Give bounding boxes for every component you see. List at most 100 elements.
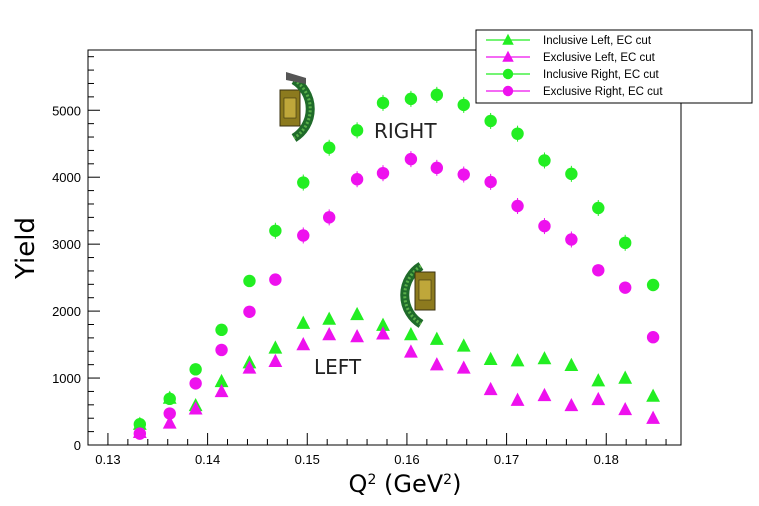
x-tick-label: 0.18	[594, 452, 619, 467]
data-point	[646, 410, 660, 424]
data-point	[456, 338, 471, 352]
data-point	[510, 353, 525, 367]
data-point	[618, 281, 632, 294]
data-point	[537, 387, 552, 402]
legend-entry: Inclusive Right, EC cut	[486, 68, 659, 81]
data-point	[215, 323, 228, 337]
series-4	[133, 151, 660, 440]
y-tick-label: 4000	[52, 170, 81, 185]
data-point	[296, 315, 311, 329]
data-point	[646, 278, 660, 292]
data-point	[163, 407, 176, 420]
data-point	[591, 391, 606, 406]
data-point	[564, 357, 579, 372]
data-point	[350, 328, 364, 343]
y-tick-label: 1000	[52, 371, 81, 386]
data-point	[350, 173, 364, 186]
data-point	[215, 343, 228, 357]
data-point	[404, 344, 418, 358]
data-point	[618, 401, 633, 416]
data-point	[268, 353, 283, 367]
plot-area-frame	[87, 49, 682, 446]
annotation-right: RIGHT	[374, 119, 437, 143]
data-point	[404, 92, 418, 106]
data-point	[214, 383, 229, 398]
detector-icon-left	[400, 262, 436, 328]
data-point	[429, 331, 444, 345]
data-point	[511, 199, 524, 213]
data-point	[322, 311, 337, 325]
data-point	[322, 326, 337, 341]
data-point	[296, 337, 311, 351]
data-point	[350, 124, 364, 137]
data-point	[133, 418, 147, 431]
data-point	[592, 201, 605, 215]
legend-marker	[502, 50, 514, 62]
data-point	[269, 273, 282, 286]
axis-ticks	[87, 56, 667, 446]
series-2	[132, 326, 660, 438]
data-point	[564, 397, 579, 412]
legend-label: Exclusive Right, EC cut	[543, 86, 663, 98]
legend-marker	[502, 85, 514, 97]
data-point	[484, 114, 497, 128]
x-tick-label: 0.14	[195, 452, 220, 467]
data-point	[350, 306, 364, 321]
data-point	[538, 154, 551, 167]
data-point	[133, 427, 147, 440]
legend-label: Inclusive Right, EC cut	[543, 69, 659, 81]
data-point	[188, 401, 203, 415]
legend-entry: Exclusive Right, EC cut	[486, 85, 663, 98]
data-point	[189, 377, 202, 390]
data-point	[429, 357, 444, 371]
data-point	[483, 381, 498, 396]
data-point	[163, 392, 176, 406]
data-point	[618, 236, 632, 250]
data-point	[457, 168, 470, 181]
data-point	[538, 219, 551, 233]
detector-icon-right	[279, 72, 315, 142]
data-point	[430, 161, 444, 175]
x-tick-label: 0.13	[95, 452, 120, 467]
data-point	[537, 351, 552, 365]
data-point	[404, 152, 418, 166]
legend: Inclusive Left, EC cut Exclusive Left, EC…	[475, 29, 753, 104]
data-point	[510, 392, 525, 406]
data-point	[376, 166, 390, 180]
data-point	[591, 373, 606, 387]
x-axis-title: Q2 (GeV2)	[349, 470, 462, 498]
data-point	[376, 326, 390, 340]
y-tick-label: 5000	[52, 103, 81, 118]
data-point	[322, 141, 336, 154]
data-point	[646, 331, 660, 344]
data-point	[646, 388, 660, 402]
data-point	[376, 317, 390, 331]
legend-marker	[502, 33, 514, 45]
data-point	[243, 305, 256, 318]
data-point	[162, 415, 177, 429]
legend-entry: Inclusive Left, EC cut	[486, 33, 652, 47]
y-tick-label: 2000	[52, 304, 81, 319]
data-point	[456, 360, 471, 374]
y-axis-title: Yield	[11, 217, 41, 280]
data-point	[376, 96, 390, 110]
data-point	[483, 351, 498, 365]
data-point	[592, 264, 605, 277]
data-point	[214, 373, 229, 388]
x-tick-label: 0.16	[394, 452, 419, 467]
data-point	[322, 211, 336, 224]
data-point	[457, 98, 470, 112]
series-3	[133, 86, 660, 431]
data-point	[430, 88, 444, 102]
legend-entry: Exclusive Left, EC cut	[486, 50, 656, 64]
y-tick-label: 0	[74, 438, 81, 453]
x-tick-label: 0.15	[295, 452, 320, 467]
data-point	[404, 326, 418, 341]
data-point	[618, 370, 633, 384]
series-1	[132, 306, 660, 430]
data-point	[511, 127, 524, 140]
data-point	[297, 176, 310, 189]
y-tick-label: 3000	[52, 237, 81, 252]
legend-label: Exclusive Left, EC cut	[543, 52, 656, 64]
